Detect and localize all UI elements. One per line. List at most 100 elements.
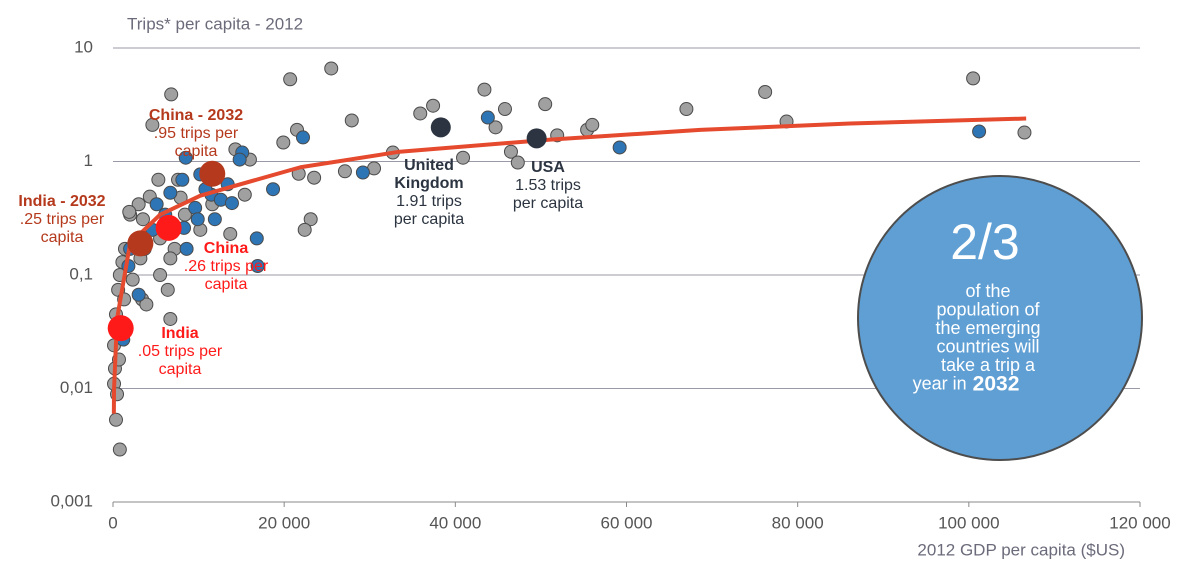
y-tick-label: 0,01 <box>60 378 93 397</box>
highlight-point <box>199 160 226 187</box>
callout-text: countries will <box>936 336 1039 356</box>
data-point <box>972 124 987 139</box>
callout-line: year in 2032 <box>913 372 1020 395</box>
annotation-heading: Kingdom <box>394 175 463 192</box>
data-point <box>612 140 627 155</box>
x-axis-label: 2012 GDP per capita ($US) <box>917 540 1125 559</box>
data-point <box>426 98 441 113</box>
callout-line: of the <box>965 281 1010 301</box>
data-point <box>163 311 178 326</box>
data-point <box>307 170 322 185</box>
data-point <box>295 130 310 145</box>
callout-text: the emerging <box>935 318 1040 338</box>
annotation-text: .95 trips per <box>154 125 239 142</box>
data-point <box>151 172 166 187</box>
data-point <box>679 102 694 117</box>
data-point <box>232 152 247 167</box>
data-point <box>122 204 137 219</box>
data-point <box>966 71 981 86</box>
x-tick-label: 80 000 <box>772 513 824 532</box>
annotation-heading: United <box>404 157 454 174</box>
annotation-heading: India - 2032 <box>18 193 105 210</box>
data-point <box>207 212 222 227</box>
data-point <box>1017 125 1032 140</box>
data-point <box>249 231 264 246</box>
data-point <box>163 185 178 200</box>
data-point <box>153 268 168 282</box>
annotation-text: per capita <box>394 211 464 228</box>
annotation-text: capita <box>205 276 248 293</box>
data-point <box>456 150 471 165</box>
annotation-text: 1.53 trips <box>515 177 581 194</box>
annotation-heading: USA <box>531 159 565 176</box>
data-point <box>112 442 127 457</box>
data-point <box>324 61 339 76</box>
data-point <box>303 212 318 227</box>
data-point <box>297 222 312 237</box>
x-tick-label: 120 000 <box>1109 513 1170 532</box>
data-point <box>758 84 773 99</box>
annotation-text: capita <box>159 361 202 378</box>
data-point <box>149 197 164 212</box>
data-point <box>266 182 281 197</box>
x-tick-label: 40 000 <box>429 513 481 532</box>
callout-text: population of <box>936 299 1040 319</box>
data-point <box>237 187 252 202</box>
data-point <box>190 212 205 227</box>
y-tick-label: 10 <box>74 37 93 56</box>
data-point <box>344 113 359 128</box>
highlight-point <box>430 117 451 138</box>
callout-line: the emerging <box>935 318 1040 338</box>
data-point <box>276 135 291 150</box>
highlight-point <box>526 128 547 149</box>
callout-line: population of <box>936 299 1040 319</box>
data-point <box>160 282 175 297</box>
data-point <box>480 110 495 125</box>
chart-title: Trips* per capita - 2012 <box>127 14 303 33</box>
callout-line: take a trip a <box>941 355 1036 375</box>
y-tick-label: 0,001 <box>50 491 93 510</box>
data-point <box>497 102 512 117</box>
callout-text: take a trip a <box>941 355 1036 375</box>
data-point <box>125 272 140 287</box>
highlight-point <box>155 214 182 241</box>
highlight-point <box>107 315 134 342</box>
annotation-text: .05 trips per <box>138 343 223 360</box>
callout-line: countries will <box>936 336 1039 356</box>
annotation-text: capita <box>175 143 218 160</box>
data-point <box>175 172 190 187</box>
data-point <box>510 155 525 170</box>
annotation-text: 1.91 trips <box>396 193 462 210</box>
data-point <box>145 117 160 132</box>
annotation-heading: India <box>161 325 198 342</box>
data-point <box>413 106 428 121</box>
data-point <box>108 412 123 427</box>
y-tick-label: 1 <box>84 151 93 170</box>
callout-text: of the <box>965 281 1010 301</box>
callout-text: year in <box>913 373 967 393</box>
annotation-heading: China - 2032 <box>149 107 243 124</box>
annotation-text: .26 trips per <box>184 258 269 275</box>
data-point <box>538 97 553 112</box>
data-point <box>179 241 194 256</box>
data-point <box>224 196 239 211</box>
data-point <box>131 197 146 212</box>
data-point <box>355 165 370 180</box>
data-point <box>503 144 518 159</box>
data-point <box>250 259 265 274</box>
annotation-text: .25 trips per <box>20 211 105 228</box>
data-point <box>131 287 146 302</box>
callout-bubble <box>857 175 1143 461</box>
y-tick-label: 0,1 <box>69 264 93 283</box>
data-point <box>283 72 298 87</box>
data-point <box>163 251 178 266</box>
x-tick-label: 0 <box>108 513 117 532</box>
callout-big: 2/3 <box>950 214 1020 270</box>
highlight-point <box>127 230 154 257</box>
data-point <box>139 297 154 312</box>
annotation-heading: China <box>204 240 249 257</box>
data-point <box>337 164 352 179</box>
data-point <box>585 117 600 132</box>
annotation-text: per capita <box>513 195 583 212</box>
